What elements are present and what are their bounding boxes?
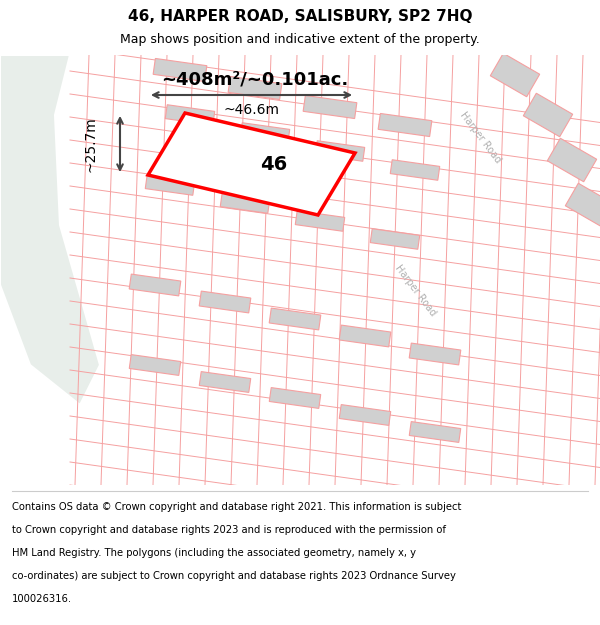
Polygon shape — [409, 343, 461, 365]
Text: Harper Road: Harper Road — [458, 109, 502, 164]
Polygon shape — [339, 404, 391, 426]
Polygon shape — [269, 388, 321, 408]
Text: co-ordinates) are subject to Crown copyright and database rights 2023 Ordnance S: co-ordinates) are subject to Crown copyr… — [12, 571, 456, 581]
Polygon shape — [148, 113, 355, 215]
Text: Contains OS data © Crown copyright and database right 2021. This information is : Contains OS data © Crown copyright and d… — [12, 502, 461, 512]
Polygon shape — [165, 105, 215, 125]
Polygon shape — [153, 59, 207, 81]
Polygon shape — [199, 372, 251, 392]
Polygon shape — [199, 291, 251, 313]
Polygon shape — [370, 229, 420, 249]
Text: 46, HARPER ROAD, SALISBURY, SP2 7HQ: 46, HARPER ROAD, SALISBURY, SP2 7HQ — [128, 9, 472, 24]
Polygon shape — [303, 96, 357, 119]
Polygon shape — [378, 114, 432, 136]
Polygon shape — [390, 160, 440, 180]
Polygon shape — [523, 93, 572, 137]
Polygon shape — [565, 183, 600, 227]
Text: ~408m²/~0.101ac.: ~408m²/~0.101ac. — [161, 71, 349, 89]
Polygon shape — [260, 55, 600, 395]
Text: 46: 46 — [260, 154, 287, 174]
Text: ~46.6m: ~46.6m — [223, 103, 280, 117]
Text: 100026316.: 100026316. — [12, 594, 72, 604]
Text: to Crown copyright and database rights 2023 and is reproduced with the permissio: to Crown copyright and database rights 2… — [12, 525, 446, 535]
Polygon shape — [228, 76, 282, 99]
Polygon shape — [380, 55, 600, 230]
Polygon shape — [269, 308, 321, 330]
Polygon shape — [490, 53, 539, 97]
Polygon shape — [129, 354, 181, 376]
Polygon shape — [240, 122, 290, 143]
Text: Map shows position and indicative extent of the property.: Map shows position and indicative extent… — [120, 33, 480, 46]
Polygon shape — [295, 211, 345, 231]
Polygon shape — [547, 138, 596, 182]
Polygon shape — [0, 55, 100, 405]
Polygon shape — [315, 141, 365, 161]
Text: HM Land Registry. The polygons (including the associated geometry, namely x, y: HM Land Registry. The polygons (includin… — [12, 548, 416, 558]
Polygon shape — [339, 325, 391, 347]
Polygon shape — [220, 192, 270, 213]
Polygon shape — [129, 274, 181, 296]
Text: Harper Road: Harper Road — [392, 262, 437, 318]
Polygon shape — [145, 175, 195, 195]
Text: ~25.7m: ~25.7m — [83, 116, 97, 172]
Polygon shape — [409, 422, 461, 442]
